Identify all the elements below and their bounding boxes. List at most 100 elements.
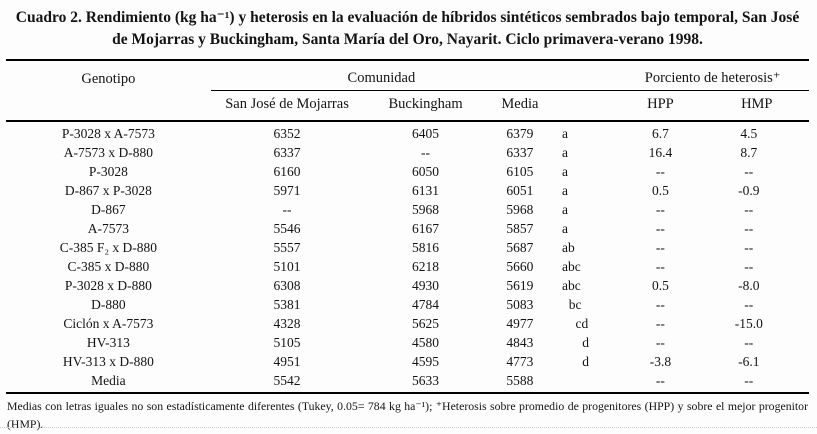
cell-tukey-letters: d <box>562 335 590 351</box>
table-body: P-3028 x A-7573 6352 6405 6379 a 6.7 4.5… <box>6 121 809 394</box>
cell-hmp: -8.0 <box>738 278 760 294</box>
cell-buckingham: 5968 <box>412 202 440 218</box>
cell-media: 6379 <box>506 126 534 142</box>
cell-hmp: -- <box>744 335 754 351</box>
cell-hpp: -- <box>655 297 665 313</box>
cell-tukey-letters: ab <box>562 240 575 256</box>
cell-media: 4977 <box>506 316 534 332</box>
table-row: C-385 F₂ x D-880 5557 5816 5687 ab -- -- <box>6 238 809 257</box>
column-group-heterosis: Porciento de heterosis⁺ <box>616 60 809 92</box>
table-row: D-867 -- 5968 5968 a -- -- <box>6 200 809 219</box>
header-row-groups: Genotipo Comunidad Porciento de heterosi… <box>6 60 809 92</box>
table-row: A-7573 x D-880 6337 -- 6337 a 16.4 8.7 <box>6 143 809 162</box>
cell-tukey-letters: d <box>562 354 590 370</box>
column-header-media: Media <box>487 90 553 123</box>
cell-genotipo: HV-313 x D-880 <box>62 354 154 370</box>
column-header-letters-spacer <box>552 90 617 123</box>
column-group-comunidad: Comunidad <box>210 60 553 92</box>
cell-media: 6051 <box>506 183 534 199</box>
cell-hmp: -- <box>744 221 754 237</box>
scan-edge-artifact <box>0 427 817 428</box>
table-row: D-867 x P-3028 5971 6131 6051 a 0.5 -0.9 <box>6 181 809 200</box>
cell-buckingham: 6405 <box>412 126 440 142</box>
table-row: P-3028 6160 6050 6105 a -- -- <box>6 162 809 181</box>
cell-buckingham: 4930 <box>412 278 440 294</box>
cell-media: 5660 <box>506 259 534 275</box>
table-row: Media 5542 5633 5588 -- -- <box>6 371 809 393</box>
cell-hpp: -3.8 <box>649 354 672 370</box>
cell-tukey-letters: a <box>562 202 569 218</box>
cell-hpp: -- <box>655 335 665 351</box>
cell-hmp: -- <box>744 373 754 389</box>
cell-san-jose: -- <box>282 202 292 218</box>
cell-genotipo: C-385 x D-880 <box>67 259 150 275</box>
cell-tukey-letters: a <box>562 164 569 180</box>
cell-genotipo: HV-313 <box>86 335 130 351</box>
cell-hpp: -- <box>655 240 665 256</box>
cell-hpp: -- <box>655 202 665 218</box>
cell-hmp: -- <box>744 259 754 275</box>
cell-san-jose: 5105 <box>273 335 301 351</box>
cell-media: 6105 <box>506 164 534 180</box>
table-row: D-880 5381 4784 5083 bc -- -- <box>6 295 809 314</box>
cell-san-jose: 6352 <box>273 126 301 142</box>
cell-san-jose: 5546 <box>273 221 301 237</box>
table-row: P-3028 x D-880 6308 4930 5619 abc 0.5 -8… <box>6 276 809 295</box>
cell-hpp: -- <box>655 373 665 389</box>
column-header-empty <box>6 90 211 123</box>
cell-san-jose: 5971 <box>273 183 301 199</box>
cell-hpp: -- <box>655 259 665 275</box>
column-header-san-jose: San José de Mojarras <box>210 90 364 123</box>
column-group-spacer <box>552 60 617 92</box>
cell-tukey-letters: a <box>562 126 569 142</box>
cell-media: 4843 <box>506 335 534 351</box>
table-header: Genotipo Comunidad Porciento de heterosi… <box>6 60 809 123</box>
cell-genotipo: A-7573 x D-880 <box>63 145 153 161</box>
cell-hmp: -- <box>744 202 754 218</box>
cell-genotipo: D-880 <box>91 297 126 313</box>
cell-hpp: 16.4 <box>648 145 673 161</box>
cell-hpp: -- <box>655 316 665 332</box>
cell-buckingham: 6050 <box>412 164 440 180</box>
cell-san-jose: 5557 <box>273 240 301 256</box>
cell-san-jose: 5101 <box>273 259 301 275</box>
cell-san-jose: 4951 <box>273 354 301 370</box>
cell-genotipo: P-3028 <box>88 164 128 180</box>
cell-media: 4773 <box>506 354 534 370</box>
cell-buckingham: 4784 <box>412 297 440 313</box>
cell-media: 5687 <box>506 240 534 256</box>
cell-genotipo: P-3028 x A-7573 <box>61 126 155 142</box>
cell-genotipo: P-3028 x D-880 <box>64 278 152 294</box>
cell-buckingham: 6218 <box>412 259 440 275</box>
cell-media: 5083 <box>506 297 534 313</box>
table-row: HV-313 x D-880 4951 4595 4773 d -3.8 -6.… <box>6 352 809 371</box>
cell-hmp: -- <box>744 164 754 180</box>
cell-genotipo: D-867 x P-3028 <box>64 183 152 199</box>
cell-buckingham: 6131 <box>412 183 440 199</box>
cell-genotipo: D-867 <box>91 202 126 218</box>
cell-hmp: -6.1 <box>738 354 760 370</box>
results-table: Genotipo Comunidad Porciento de heterosi… <box>6 59 809 394</box>
cell-buckingham: 5625 <box>412 316 440 332</box>
cell-buckingham: -- <box>421 145 431 161</box>
cell-hpp: 6.7 <box>651 126 669 142</box>
cell-san-jose: 4328 <box>273 316 301 332</box>
table-row: HV-313 5105 4580 4843 d -- -- <box>6 333 809 352</box>
cell-buckingham: 4580 <box>412 335 440 351</box>
table-row: Ciclón x A-7573 4328 5625 4977 cd -- -15… <box>6 314 809 333</box>
table-caption: Cuadro 2. Rendimiento (kg ha⁻¹) y hetero… <box>15 9 800 48</box>
cell-san-jose: 5381 <box>273 297 301 313</box>
cell-san-jose: 6160 <box>273 164 301 180</box>
cell-hpp: -- <box>655 164 665 180</box>
cell-tukey-letters: bc <box>562 297 582 313</box>
cell-genotipo: Media <box>91 373 126 389</box>
column-header-hmp: HMP <box>704 90 809 123</box>
cell-buckingham: 5633 <box>412 373 440 389</box>
cell-genotipo: C-385 F₂ x D-880 <box>59 240 158 256</box>
cell-hpp: -- <box>655 221 665 237</box>
cell-genotipo: A-7573 <box>87 221 129 237</box>
cell-buckingham: 4595 <box>412 354 440 370</box>
table-row: C-385 x D-880 5101 6218 5660 abc -- -- <box>6 257 809 276</box>
cell-san-jose: 5542 <box>273 373 301 389</box>
